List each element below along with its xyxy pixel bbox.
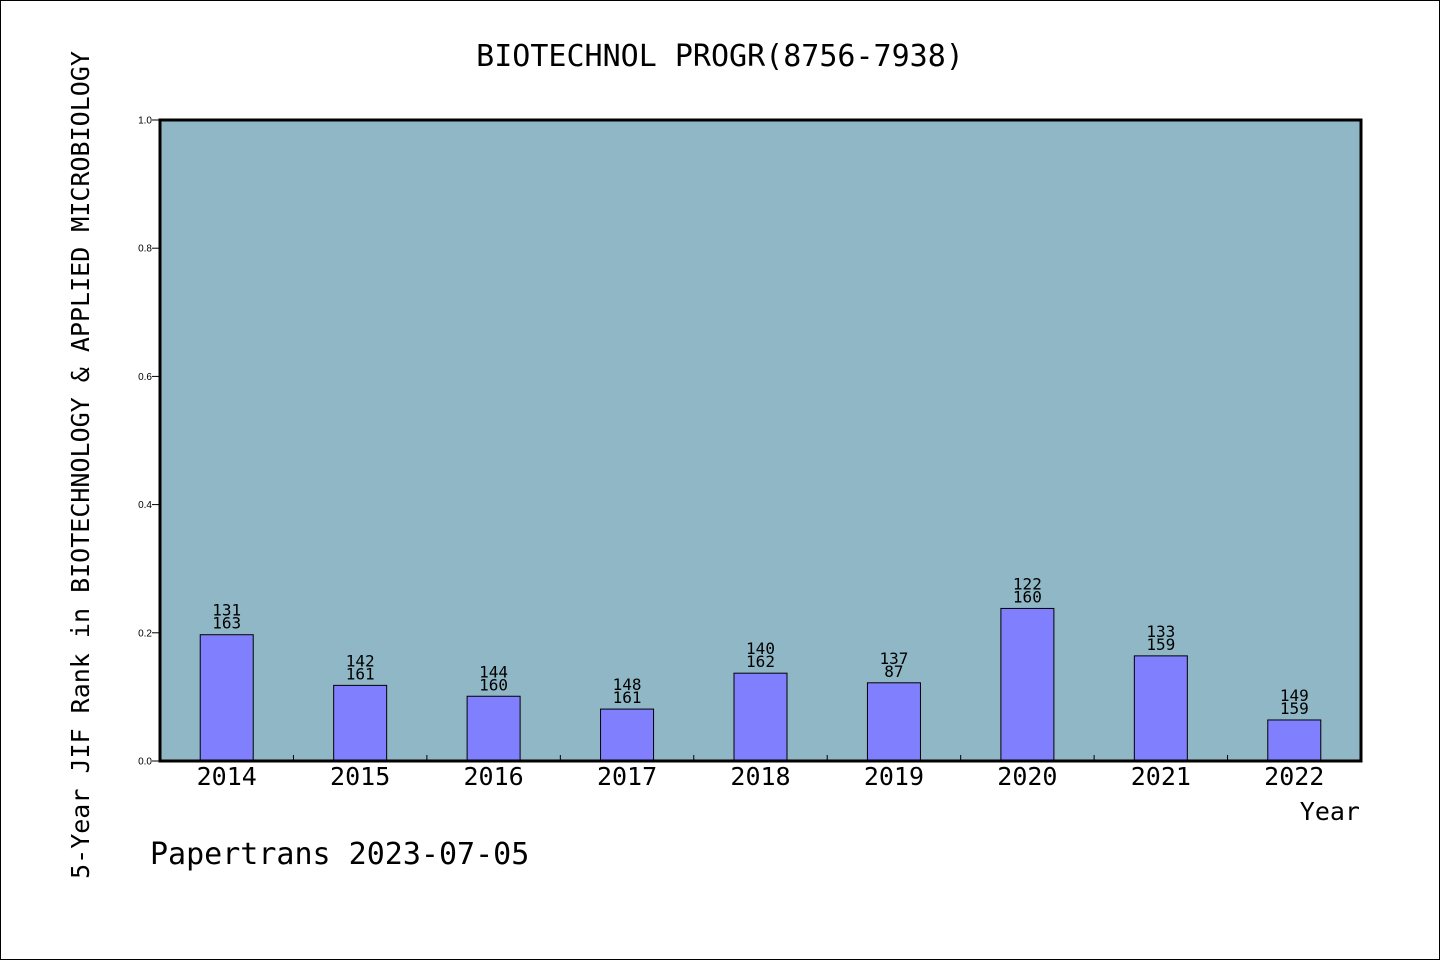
y-axis-label: 5-Year JIF Rank in BIOTECHNOLOGY & APPLI…	[66, 51, 95, 879]
y-tick-label: 0.6	[138, 372, 152, 383]
bar	[1133, 655, 1188, 762]
bars-group	[199, 607, 1322, 762]
x-tick-label: 2018	[730, 762, 790, 791]
bar-total-label: 160	[479, 675, 508, 694]
y-axis-ticks: 0.0 0.2 0.4 0.6 0.8 1.0	[138, 116, 160, 768]
x-tick-label: 2015	[330, 762, 390, 791]
bar-total-label: 159	[1146, 635, 1175, 654]
x-axis-label: Year	[1300, 797, 1360, 826]
y-tick-label: 0.2	[138, 628, 152, 639]
bar-rank-label: 142	[346, 651, 375, 670]
bar-total-label: 160	[1013, 587, 1042, 606]
plot-area	[160, 120, 1361, 761]
x-tick-label: 2020	[997, 762, 1057, 791]
bar	[733, 672, 788, 762]
x-tick-label: 2017	[597, 762, 657, 791]
bar	[1000, 607, 1055, 762]
y-tick-label: 0.8	[138, 244, 152, 255]
footer-credit: Papertrans 2023-07-05	[150, 837, 529, 872]
bar-rank-label: 140	[746, 639, 775, 658]
y-tick-label: 0.4	[138, 500, 152, 511]
x-tick-label: 2021	[1131, 762, 1191, 791]
bar-rank-label: 131	[212, 601, 241, 620]
bar-rank-label: 137	[879, 649, 908, 668]
x-axis-ticks: 2014 2015 2016 2017 2018 2019 2020 2021 2022	[197, 755, 1324, 791]
chart-title: BIOTECHNOL PROGR(8756-7938)	[476, 39, 964, 74]
bar	[866, 682, 921, 762]
bar-rank-label: 149	[1280, 686, 1309, 705]
x-tick-label: 2016	[464, 762, 524, 791]
bar-total-label: 162	[746, 652, 775, 671]
bar	[1267, 719, 1322, 762]
bar-total-label: 159	[1280, 699, 1309, 718]
bar	[333, 684, 388, 762]
bar	[199, 634, 254, 762]
bar	[600, 708, 655, 762]
bar-total-label: 163	[212, 614, 241, 633]
bar	[466, 695, 521, 762]
bar-rank-label: 133	[1146, 622, 1175, 641]
bar-rank-label: 144	[479, 662, 508, 681]
bar-total-label: 161	[346, 664, 375, 683]
bar-total-label: 161	[613, 688, 642, 707]
y-tick-label: 0.0	[138, 757, 152, 768]
y-tick-label: 1.0	[138, 116, 152, 127]
x-tick-label: 2022	[1264, 762, 1324, 791]
x-tick-label: 2019	[864, 762, 924, 791]
bar-total-label: 87	[884, 662, 903, 681]
bar-rank-label: 148	[613, 675, 642, 694]
bar-rank-label: 122	[1013, 574, 1042, 593]
plot-border	[158, 118, 1363, 763]
x-tick-label: 2014	[197, 762, 257, 791]
